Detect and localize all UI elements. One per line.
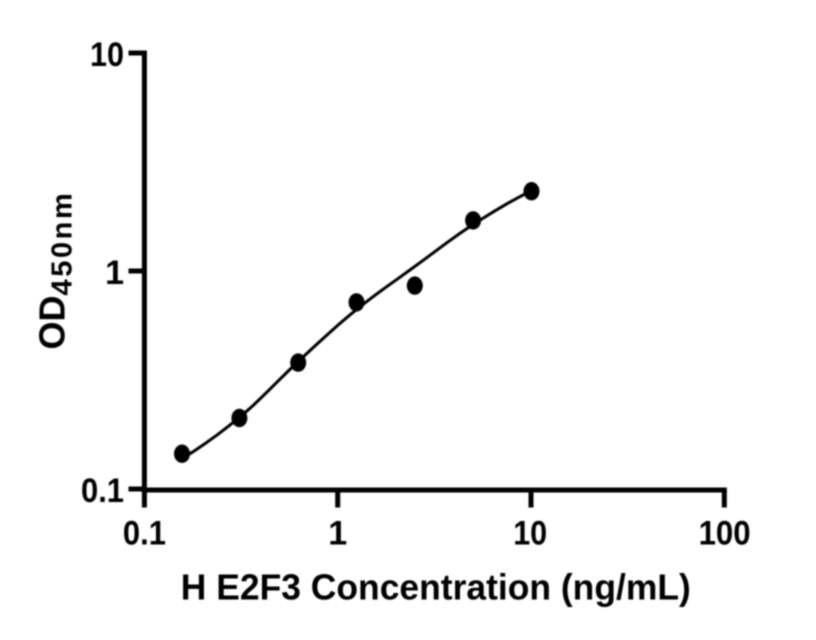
svg-text:100: 100	[699, 515, 751, 553]
svg-text:1: 1	[105, 254, 124, 292]
svg-text:1: 1	[328, 515, 347, 553]
svg-text:10: 10	[513, 515, 547, 553]
svg-text:10: 10	[90, 36, 124, 74]
svg-text:0.1: 0.1	[123, 515, 166, 553]
svg-text:0.1: 0.1	[81, 472, 124, 510]
svg-text:H E2F3 Concentration (ng/mL): H E2F3 Concentration (ng/mL)	[181, 567, 691, 608]
